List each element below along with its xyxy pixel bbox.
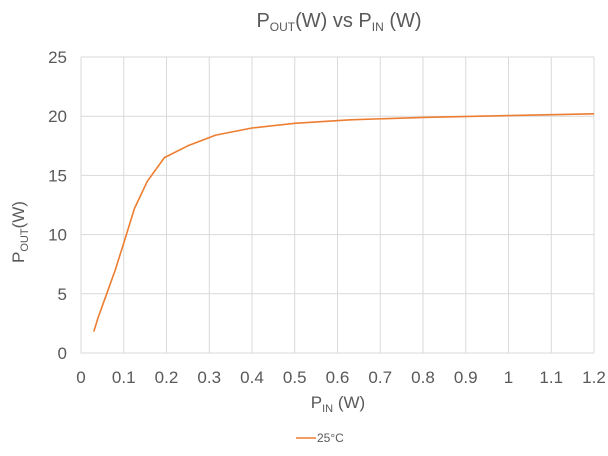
x-tick-labels: 0 0.1 0.2 0.3 0.4 0.5 0.6 0.7 0.8 0.9 1 1.1 1.2 <box>76 368 606 387</box>
y-tick-label: 0 <box>58 344 67 363</box>
y-tick-label: 25 <box>48 48 67 67</box>
x-tick-label: 0.2 <box>155 368 179 387</box>
x-tick-label: 0.7 <box>368 368 392 387</box>
y-tick-label: 10 <box>48 226 67 245</box>
chart-title: POUT(W) vs PIN (W) <box>256 10 421 34</box>
series-line-25c <box>93 113 595 332</box>
x-tick-label: 0.1 <box>112 368 136 387</box>
y-tick-label: 5 <box>58 285 67 304</box>
x-axis-title: PIN (W) <box>311 393 365 415</box>
x-tick-label: 1 <box>504 368 513 387</box>
y-tick-label: 15 <box>48 166 67 185</box>
series-layer <box>93 113 595 332</box>
legend: 25°C <box>296 431 344 445</box>
x-tick-label: 0.4 <box>240 368 264 387</box>
gridlines <box>80 56 595 354</box>
x-tick-label: 1.1 <box>539 368 563 387</box>
x-tick-label: 0.6 <box>326 368 350 387</box>
x-tick-label: 0 <box>76 368 85 387</box>
y-tick-label: 20 <box>48 107 67 126</box>
y-axis-title: POUT(W) <box>9 201 31 263</box>
legend-label: 25°C <box>317 431 344 445</box>
y-tick-labels: 0 5 10 15 20 25 <box>48 48 67 363</box>
x-tick-label: 0.8 <box>411 368 435 387</box>
x-tick-label: 0.3 <box>197 368 221 387</box>
x-tick-label: 1.2 <box>582 368 606 387</box>
x-tick-label: 0.9 <box>454 368 478 387</box>
x-tick-label: 0.5 <box>283 368 307 387</box>
